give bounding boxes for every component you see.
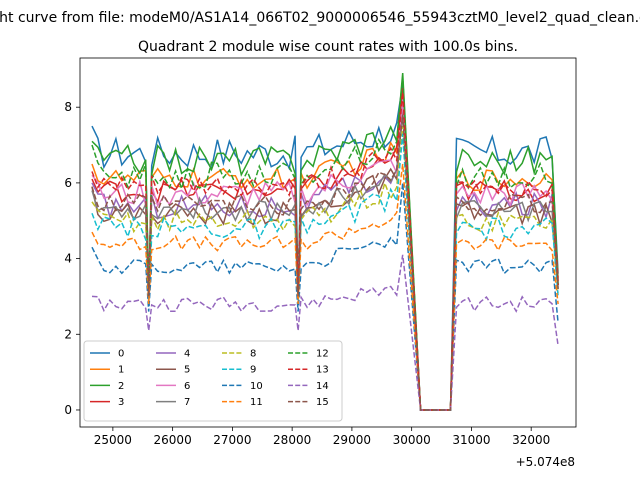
legend-label-5: 5 <box>184 365 190 376</box>
legend-label-12: 12 <box>316 349 329 360</box>
x-tick-label: 25000 <box>94 433 132 447</box>
legend-label-10: 10 <box>250 381 263 392</box>
series-lines <box>91 73 559 411</box>
series-line-0 <box>91 84 559 411</box>
legend-label-13: 13 <box>316 365 329 376</box>
x-tick-label: 32000 <box>512 433 550 447</box>
axes: 25000 26000 27000 28000 29000 30000 31000 32000… <box>64 57 577 447</box>
legend-label-2: 2 <box>118 381 124 392</box>
legend-label-9: 9 <box>250 365 256 376</box>
x-tick-label: 26000 <box>154 433 192 447</box>
legend-label-3: 3 <box>118 397 124 408</box>
legend-box <box>83 340 343 422</box>
series-line-9 <box>91 133 559 411</box>
x-tick-label: 31000 <box>452 433 490 447</box>
series-line-7 <box>91 114 559 411</box>
x-tick-label: 29000 <box>333 433 371 447</box>
y-tick-label: 2 <box>64 327 72 341</box>
chart-title: Quadrant 2 module wise count rates with … <box>138 39 518 55</box>
series-line-13 <box>91 92 559 411</box>
series-line-14 <box>91 254 559 411</box>
series-line-12 <box>91 76 559 411</box>
legend-label-11: 11 <box>250 397 263 408</box>
x-tick-label: 27000 <box>213 433 251 447</box>
series-line-15 <box>91 114 559 411</box>
axes-frame <box>79 57 577 428</box>
x-offset-label: +5.074e8 <box>516 455 575 469</box>
legend-label-1: 1 <box>118 365 124 376</box>
y-tick-label: 8 <box>64 100 72 114</box>
series-line-10 <box>91 182 559 411</box>
plot-area <box>91 73 559 411</box>
series-line-8 <box>91 126 559 411</box>
legend-label-0: 0 <box>118 349 124 360</box>
series-line-11 <box>91 163 559 411</box>
legend-label-15: 15 <box>316 397 329 408</box>
series-line-3 <box>91 88 559 411</box>
y-tick-label: 0 <box>64 403 72 417</box>
legend-label-4: 4 <box>184 349 190 360</box>
y-tick-label: 6 <box>64 176 72 190</box>
legend-label-14: 14 <box>316 381 329 392</box>
figure-suptitle: Light curve from file: modeM0/AS1A14_066… <box>0 10 640 26</box>
legend-label-6: 6 <box>184 381 190 392</box>
series-line-2 <box>91 73 559 411</box>
x-tick-label: 28000 <box>273 433 311 447</box>
x-tick-label: 30000 <box>393 433 431 447</box>
y-tick-label: 4 <box>64 252 72 266</box>
legend-label-8: 8 <box>250 349 256 360</box>
legend-label-7: 7 <box>184 397 190 408</box>
